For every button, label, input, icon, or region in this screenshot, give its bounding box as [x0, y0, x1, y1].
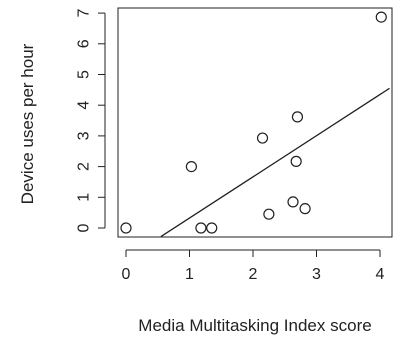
y-tick-label: 4 — [76, 101, 93, 110]
data-point — [263, 208, 275, 220]
x-axis-title: Media Multitasking Index score — [138, 316, 371, 335]
x-tick-label: 0 — [122, 266, 131, 283]
y-tick-label: 6 — [76, 39, 93, 48]
x-tick-label: 1 — [185, 266, 194, 283]
data-point — [299, 203, 311, 215]
data-point — [195, 222, 207, 234]
y-axis-title: Device uses per hour — [18, 43, 37, 204]
y-axis: 0 1 2 3 4 5 6 7 — [76, 9, 106, 232]
y-tick-label: 0 — [76, 223, 93, 232]
data-point — [206, 222, 218, 234]
data-point — [287, 196, 299, 208]
x-tick-label: 2 — [249, 266, 258, 283]
y-tick-label: 5 — [76, 70, 93, 79]
data-point — [256, 132, 269, 144]
x-tick-label: 4 — [376, 266, 385, 283]
y-tick-label: 7 — [76, 9, 93, 18]
plot-frame — [117, 7, 393, 238]
data-point — [375, 11, 387, 23]
data-points — [120, 11, 387, 234]
regression-line — [160, 87, 390, 238]
data-point — [291, 111, 304, 123]
data-point — [185, 161, 198, 173]
x-axis: 0 1 2 3 4 — [122, 249, 385, 283]
y-tick-label: 1 — [76, 193, 93, 202]
y-tick-label: 3 — [76, 131, 93, 140]
y-tick-label: 2 — [76, 162, 93, 171]
data-point — [120, 222, 132, 234]
data-point — [290, 155, 302, 167]
x-tick-label: 3 — [312, 266, 321, 283]
